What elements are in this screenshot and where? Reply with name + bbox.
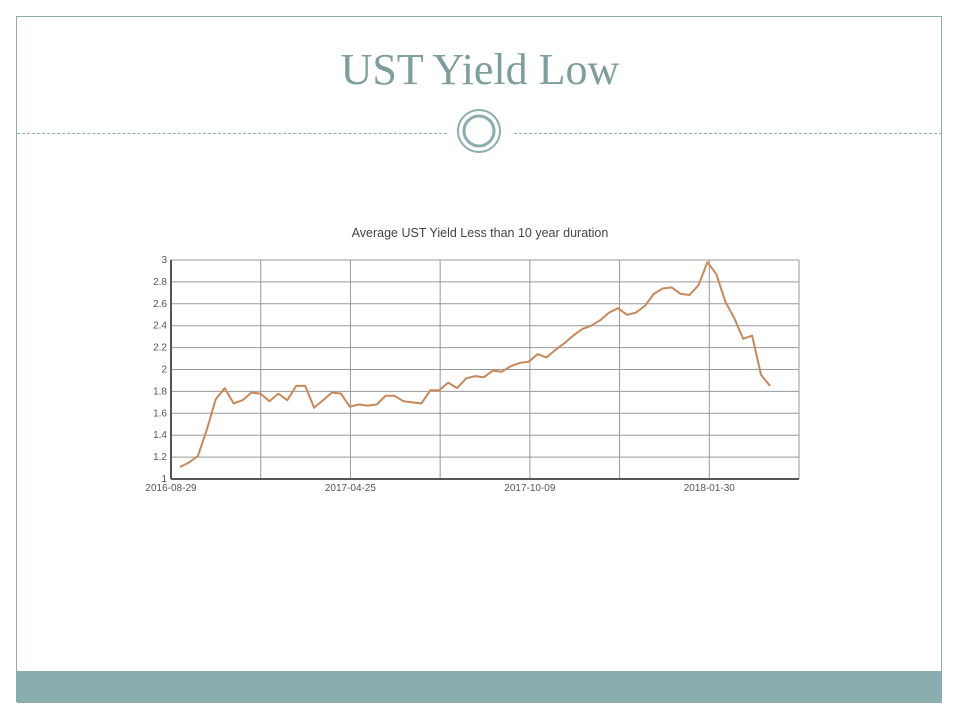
y-tick-label: 3 (161, 255, 167, 266)
chart-axes (170, 260, 799, 480)
chart-title: Average UST Yield Less than 10 year dura… (352, 226, 609, 240)
y-tick-label: 2 (161, 365, 167, 376)
y-tick-label: 2.4 (153, 321, 167, 332)
y-tick-label: 1.2 (153, 452, 167, 463)
title-divider-right (514, 133, 942, 134)
chart-tick-labels: 1 1.2 1.4 1.6 1.8 2 2.2 2.4 2.6 2.8 3 2016-08-29 201… (145, 255, 736, 494)
circle-ornament-icon (457, 109, 501, 153)
series-line-0 (179, 261, 771, 468)
x-tick-label: 2016-08-29 (145, 483, 197, 494)
x-tick-label: 2017-10-09 (504, 483, 556, 494)
x-tick-label: 2017-04-25 (325, 483, 377, 494)
chart-series (179, 261, 771, 468)
y-tick-label: 2.8 (153, 277, 167, 288)
chart-grid (171, 259, 800, 479)
chart: Average UST Yield Less than 10 year dura… (140, 215, 820, 505)
title-divider-left (17, 133, 447, 134)
y-tick-label: 1.6 (153, 408, 167, 419)
y-tick-label: 1.8 (153, 386, 167, 397)
footer-bar (17, 671, 942, 703)
slide-title: UST Yield Low (340, 45, 620, 94)
y-tick-label: 1.4 (153, 430, 167, 441)
y-tick-label: 1 (161, 474, 167, 485)
y-tick-label: 2.2 (153, 343, 167, 354)
line-chart: Average UST Yield Less than 10 year dura… (145, 226, 800, 494)
x-tick-label: 2018-01-30 (684, 483, 736, 494)
y-tick-label: 2.6 (153, 299, 167, 310)
